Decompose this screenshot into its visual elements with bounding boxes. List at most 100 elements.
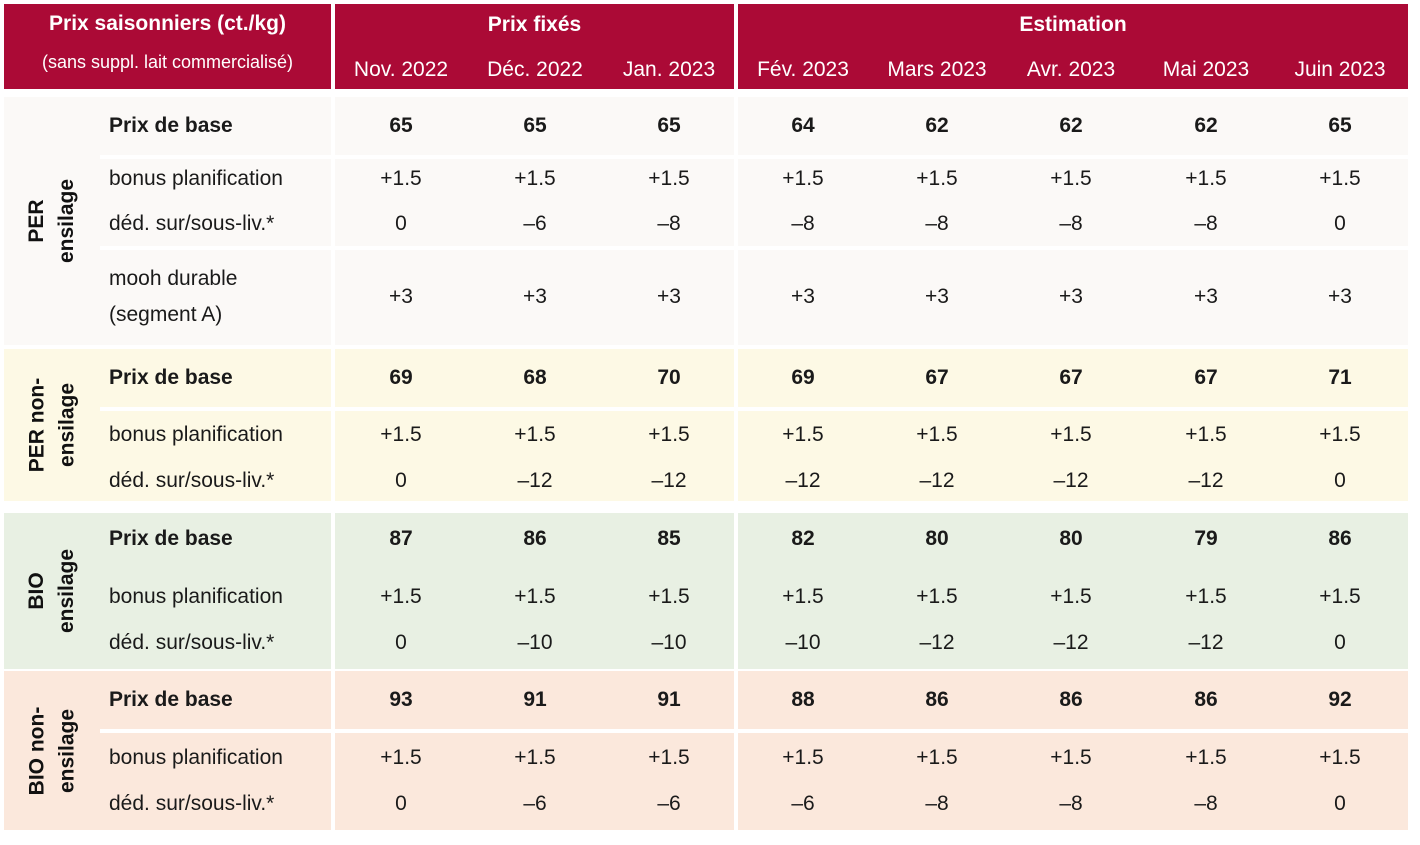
value-cell: 0 [395, 469, 407, 492]
value-cell: +1.5 [514, 746, 556, 769]
value-cell: 91 [657, 688, 681, 711]
value-cell: +1.5 [1185, 746, 1227, 769]
value-cell: –12 [1188, 469, 1224, 492]
value-cell: –8 [1194, 212, 1218, 235]
value-cell: +3 [1059, 285, 1083, 308]
month-header: Jan. 2023 [622, 58, 716, 81]
value-cell: 69 [791, 366, 815, 389]
value-cell: 65 [523, 114, 547, 137]
value-cell: +1.5 [380, 585, 422, 608]
value-cell: 93 [389, 688, 413, 711]
value-cell: +1.5 [782, 746, 824, 769]
value-cell: +1.5 [916, 423, 958, 446]
value-cell: +3 [1328, 285, 1352, 308]
row-label-bonus-planification: bonus planification [109, 746, 283, 769]
value-cell: –12 [651, 469, 687, 492]
value-cell: –12 [1053, 469, 1089, 492]
value-cell: 0 [1334, 792, 1346, 815]
value-cell: 65 [1328, 114, 1352, 137]
value-cell: –12 [785, 469, 821, 492]
row-label-prix-de-base: Prix de base [109, 114, 233, 137]
row-label-deduction: déd. sur/sous-liv.* [109, 469, 275, 492]
value-cell: +1.5 [782, 167, 824, 190]
value-cell: 92 [1328, 688, 1352, 711]
value-cell: +1.5 [1319, 746, 1361, 769]
value-cell: +1.5 [782, 585, 824, 608]
value-cell: +1.5 [1050, 167, 1092, 190]
value-cell: +1.5 [514, 423, 556, 446]
value-cell: +1.5 [648, 167, 690, 190]
month-header: Mai 2023 [1162, 58, 1250, 81]
table-title: Prix saisonniers (ct./kg) [49, 12, 286, 35]
month-header: Fév. 2023 [757, 58, 849, 81]
side-label-per-non-ensilage: PER non-ensilage [25, 377, 78, 473]
value-cell: +1.5 [916, 167, 958, 190]
value-cell: +1.5 [1319, 585, 1361, 608]
value-cell: –12 [1053, 631, 1089, 654]
value-cell: 62 [1194, 114, 1218, 137]
table-subtitle: (sans suppl. lait commercialisé) [41, 52, 294, 72]
group-label-fixed: Prix fixés [487, 13, 582, 36]
value-cell: –12 [919, 469, 955, 492]
value-cell: 62 [1059, 114, 1083, 137]
row-label-bonus-planification: bonus planification [109, 585, 283, 608]
value-cell: +3 [925, 285, 949, 308]
value-cell: –12 [1188, 631, 1224, 654]
value-cell: 86 [523, 527, 547, 550]
value-cell: +1.5 [1050, 746, 1092, 769]
value-cell: +1.5 [648, 746, 690, 769]
value-cell: 68 [523, 366, 547, 389]
value-cell: +1.5 [782, 423, 824, 446]
value-cell: +3 [1194, 285, 1218, 308]
value-cell: –6 [791, 792, 815, 815]
header-estimation-cell [738, 4, 1408, 89]
value-cell: –8 [925, 792, 949, 815]
value-cell: 0 [1334, 212, 1346, 235]
value-cell: 80 [925, 527, 949, 550]
row-divider [100, 729, 1408, 733]
row-label-bonus-planification: bonus planification [109, 423, 283, 446]
value-cell: 91 [523, 688, 547, 711]
value-cell: 0 [395, 212, 407, 235]
row-label-prix-de-base: Prix de base [109, 688, 233, 711]
value-cell: +1.5 [1185, 423, 1227, 446]
value-cell: –10 [785, 631, 821, 654]
value-cell: 71 [1328, 366, 1352, 389]
value-cell: –6 [523, 792, 547, 815]
month-header: Mars 2023 [887, 58, 987, 81]
value-cell: 65 [657, 114, 681, 137]
group-label-estimation: Estimation [1019, 13, 1127, 36]
value-cell: +3 [791, 285, 815, 308]
value-cell: 87 [389, 527, 413, 550]
value-cell: +1.5 [648, 585, 690, 608]
value-cell: +1.5 [514, 167, 556, 190]
row-label-mooh-durable: mooh durable [109, 267, 238, 290]
value-cell: –8 [657, 212, 681, 235]
value-cell: 80 [1059, 527, 1083, 550]
value-cell: +1.5 [648, 423, 690, 446]
column-divider [331, 97, 335, 832]
month-header: Nov. 2022 [353, 58, 449, 81]
value-cell: –10 [517, 631, 553, 654]
value-cell: +1.5 [1319, 423, 1361, 446]
value-cell: 79 [1194, 527, 1218, 550]
value-cell: –8 [1059, 792, 1083, 815]
value-cell: 0 [395, 631, 407, 654]
block-per-non-ensilage [4, 349, 1408, 501]
row-label-bonus-planification: bonus planification [109, 167, 283, 190]
value-cell: 67 [1059, 366, 1083, 389]
value-cell: +1.5 [916, 746, 958, 769]
value-cell: 70 [657, 366, 681, 389]
row-label-prix-de-base: Prix de base [109, 527, 233, 550]
value-cell: 67 [1194, 366, 1218, 389]
value-cell: +3 [523, 285, 547, 308]
value-cell: +1.5 [514, 585, 556, 608]
value-cell: +1.5 [1185, 167, 1227, 190]
row-divider [100, 407, 1408, 411]
value-cell: –8 [925, 212, 949, 235]
row-divider [100, 246, 1408, 250]
value-cell: 0 [1334, 631, 1346, 654]
value-cell: 85 [657, 527, 681, 550]
value-cell: 82 [791, 527, 815, 550]
value-cell: 64 [791, 114, 815, 137]
